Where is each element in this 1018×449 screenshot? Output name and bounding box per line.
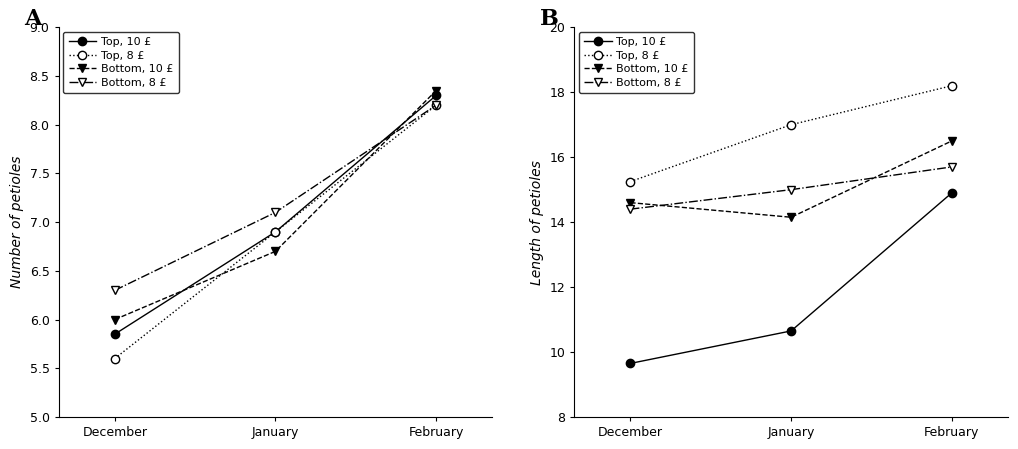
Top, 10 £	[430, 93, 442, 98]
Line: Bottom, 8 £: Bottom, 8 £	[626, 163, 956, 213]
Text: A: A	[23, 8, 42, 30]
Bottom, 8 £	[430, 102, 442, 108]
Bottom, 8 £	[785, 187, 797, 192]
Top, 10 £	[624, 361, 636, 366]
Bottom, 8 £	[270, 210, 282, 215]
Line: Top, 8 £: Top, 8 £	[626, 82, 956, 186]
Text: B: B	[540, 8, 559, 30]
Bottom, 10 £	[270, 249, 282, 254]
Bottom, 10 £	[785, 215, 797, 220]
Bottom, 10 £	[624, 200, 636, 205]
Line: Bottom, 8 £: Bottom, 8 £	[111, 101, 440, 295]
Bottom, 8 £	[109, 288, 121, 293]
Line: Bottom, 10 £: Bottom, 10 £	[111, 87, 440, 324]
Top, 8 £	[109, 356, 121, 361]
Top, 8 £	[624, 179, 636, 184]
Top, 10 £	[270, 229, 282, 234]
Top, 10 £	[785, 328, 797, 334]
Y-axis label: Length of petioles: Length of petioles	[529, 160, 544, 285]
Bottom, 8 £	[624, 207, 636, 212]
Top, 8 £	[430, 102, 442, 108]
Line: Top, 8 £: Top, 8 £	[111, 101, 440, 363]
Top, 10 £	[946, 190, 958, 196]
Bottom, 10 £	[109, 317, 121, 322]
Top, 10 £	[109, 331, 121, 337]
Top, 8 £	[785, 122, 797, 128]
Bottom, 10 £	[946, 138, 958, 144]
Top, 8 £	[270, 229, 282, 234]
Top, 8 £	[946, 83, 958, 88]
Legend: Top, 10 £, Top, 8 £, Bottom, 10 £, Bottom, 8 £: Top, 10 £, Top, 8 £, Bottom, 10 £, Botto…	[578, 32, 694, 93]
Bottom, 8 £	[946, 164, 958, 170]
Y-axis label: Number of petioles: Number of petioles	[10, 156, 24, 288]
Legend: Top, 10 £, Top, 8 £, Bottom, 10 £, Bottom, 8 £: Top, 10 £, Top, 8 £, Bottom, 10 £, Botto…	[63, 32, 179, 93]
Line: Top, 10 £: Top, 10 £	[111, 91, 440, 339]
Line: Top, 10 £: Top, 10 £	[626, 189, 956, 368]
Bottom, 10 £	[430, 88, 442, 93]
Line: Bottom, 10 £: Bottom, 10 £	[626, 137, 956, 221]
